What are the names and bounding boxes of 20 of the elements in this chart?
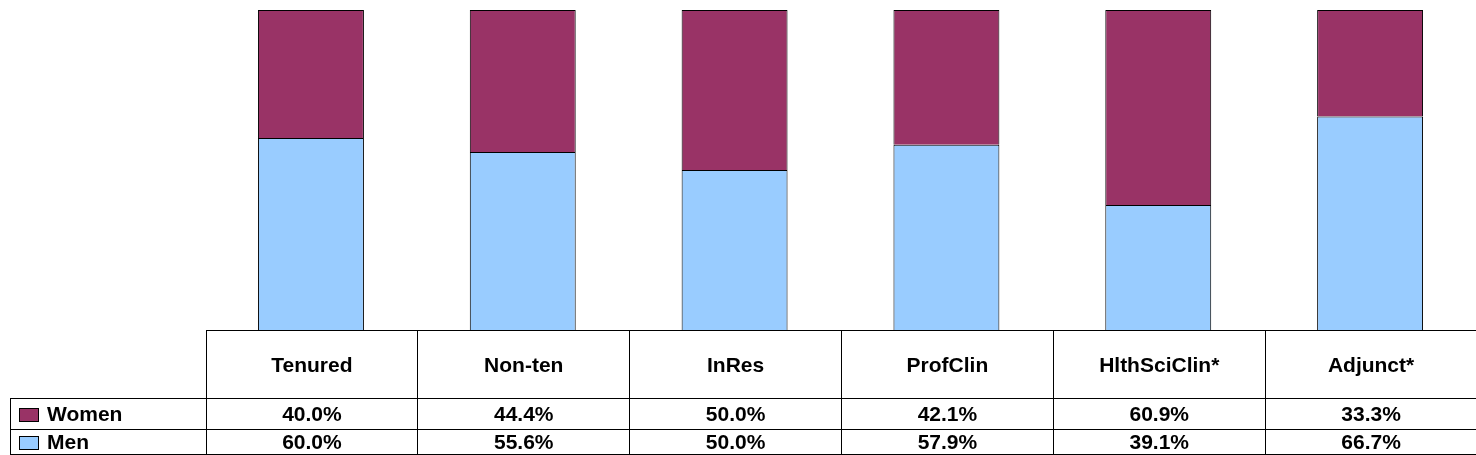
data-label: 42.1%	[841, 398, 1054, 430]
data-label: 60.9%	[1053, 398, 1266, 430]
x-tick-label: InRes	[629, 330, 842, 399]
x-tick-label: Non-ten	[417, 330, 630, 399]
x-tick-label: Tenured	[206, 330, 418, 399]
data-label: 50.0%	[629, 429, 842, 455]
x-tick-label: Adjunct*	[1265, 330, 1476, 399]
data-label: 60.0%	[206, 429, 418, 455]
legend-label: Men	[47, 430, 89, 453]
data-label: 50.0%	[629, 398, 842, 430]
x-tick-label: HlthSciClin*	[1053, 330, 1266, 399]
data-label: 44.4%	[417, 398, 630, 430]
data-label: 40.0%	[206, 398, 418, 430]
data-label: 55.6%	[417, 429, 630, 455]
data-label: 33.3%	[1265, 398, 1476, 430]
data-label: 57.9%	[841, 429, 1054, 455]
legend-label: Women	[47, 402, 123, 425]
x-tick-label: ProfClin	[841, 330, 1054, 399]
data-label: 66.7%	[1265, 429, 1476, 455]
data-label: 39.1%	[1053, 429, 1266, 455]
